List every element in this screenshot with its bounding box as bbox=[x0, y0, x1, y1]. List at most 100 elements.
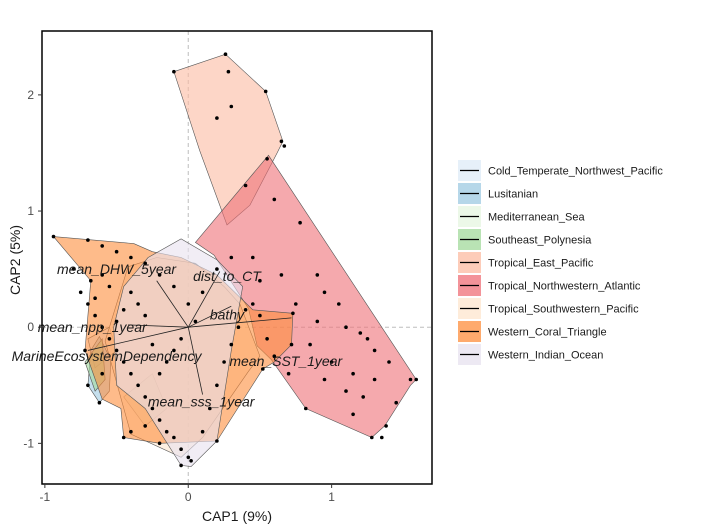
site-point bbox=[186, 455, 191, 460]
vector-label: MarineEcosystemDependency bbox=[12, 348, 203, 364]
site-point bbox=[200, 429, 205, 434]
vector-dist-to-ct bbox=[187, 271, 221, 328]
site-point bbox=[263, 89, 268, 94]
site-point bbox=[208, 406, 212, 411]
legend-item-western-indian-ocean: Western_Indian_Ocean bbox=[458, 344, 603, 365]
site-point bbox=[372, 377, 377, 382]
site-point bbox=[107, 284, 112, 289]
legend-label: Mediterranean_Sea bbox=[488, 212, 586, 224]
site-point bbox=[189, 459, 193, 463]
site-point bbox=[157, 441, 162, 446]
vector-label: mean_npp_1year bbox=[38, 319, 148, 335]
legend-label: Lusitanian bbox=[488, 189, 538, 201]
site-point bbox=[215, 116, 219, 120]
site-point bbox=[114, 319, 119, 324]
vector-label: bathy bbox=[210, 306, 245, 322]
site-point bbox=[157, 371, 162, 376]
site-point bbox=[172, 348, 176, 353]
vector-mean-sss-1year bbox=[187, 327, 203, 395]
site-point bbox=[200, 290, 205, 295]
site-point bbox=[172, 435, 176, 440]
site-point bbox=[86, 302, 90, 306]
site-point bbox=[100, 371, 104, 376]
site-point bbox=[93, 313, 97, 318]
site-point bbox=[179, 337, 183, 341]
vector-mean-npp-1year bbox=[128, 324, 189, 328]
site-point bbox=[304, 406, 308, 411]
site-point bbox=[114, 249, 119, 254]
site-point bbox=[143, 424, 147, 428]
site-point bbox=[370, 435, 374, 440]
site-point bbox=[129, 429, 133, 434]
site-point bbox=[329, 360, 334, 364]
site-point bbox=[243, 183, 248, 188]
site-point bbox=[279, 139, 284, 144]
site-point bbox=[186, 302, 191, 306]
site-point bbox=[215, 383, 219, 388]
site-point bbox=[143, 261, 147, 266]
site-point bbox=[322, 290, 327, 295]
y-tick-label: 0 bbox=[27, 320, 34, 334]
legend-item-mediterranean-sea: Mediterranean_Sea bbox=[458, 206, 586, 227]
site-point bbox=[344, 325, 348, 330]
site-point bbox=[282, 144, 287, 148]
site-point bbox=[78, 290, 83, 295]
site-point bbox=[100, 273, 104, 277]
site-point bbox=[164, 429, 169, 434]
legend-item-southeast-polynesia: Southeast_Polynesia bbox=[458, 229, 592, 250]
axes: -1 0 1 -1 0 1 2 bbox=[23, 30, 433, 504]
legend-item-tropical-east-pacific: Tropical_East_Pacific bbox=[458, 252, 594, 273]
site-point bbox=[358, 331, 363, 335]
site-point bbox=[223, 52, 228, 56]
site-point bbox=[298, 220, 302, 225]
site-point bbox=[93, 296, 97, 301]
legend-item-cold-temperate-northwest-pacific: Cold_Temperate_Northwest_Pacific bbox=[458, 160, 663, 181]
site-point bbox=[114, 348, 119, 353]
vector-bathy bbox=[188, 305, 232, 328]
y-tick-label: -1 bbox=[23, 436, 34, 450]
site-point bbox=[408, 377, 413, 382]
site-point bbox=[121, 435, 126, 440]
site-point bbox=[291, 311, 295, 316]
site-point bbox=[150, 342, 155, 347]
site-point bbox=[143, 395, 147, 399]
site-point bbox=[215, 439, 219, 443]
x-tick-label: -1 bbox=[40, 490, 51, 504]
site-point bbox=[179, 447, 183, 452]
site-point bbox=[315, 273, 320, 277]
site-point bbox=[83, 348, 87, 353]
site-point bbox=[308, 342, 312, 347]
site-point bbox=[136, 302, 140, 306]
legend-label: Southeast_Polynesia bbox=[488, 235, 592, 247]
legend-item-tropical-northwestern-atlantic: Tropical_Northwestern_Atlantic bbox=[458, 275, 641, 296]
site-point bbox=[251, 302, 255, 306]
site-point bbox=[265, 337, 269, 341]
legend-label: Cold_Temperate_Northwest_Pacific bbox=[488, 166, 663, 178]
x-tick-label: 0 bbox=[185, 490, 192, 504]
site-point bbox=[129, 290, 133, 295]
site-point bbox=[229, 342, 234, 347]
site-point bbox=[351, 371, 355, 376]
plot-border bbox=[41, 30, 433, 485]
site-point bbox=[384, 424, 388, 428]
site-point bbox=[86, 238, 90, 242]
site-point bbox=[172, 69, 176, 74]
site-point bbox=[286, 371, 291, 376]
site-point bbox=[172, 284, 176, 289]
site-point bbox=[387, 360, 391, 364]
vector-label: mean_SST_1year bbox=[229, 353, 343, 369]
site-point bbox=[193, 319, 198, 324]
site-point bbox=[272, 197, 277, 202]
site-point bbox=[344, 389, 348, 393]
site-point bbox=[107, 337, 112, 341]
site-point bbox=[380, 435, 384, 440]
site-point bbox=[229, 255, 234, 260]
hull-tropical-northwestern-atlantic bbox=[194, 154, 417, 438]
site-point bbox=[322, 377, 327, 382]
site-point bbox=[89, 278, 93, 283]
site-point bbox=[100, 244, 104, 248]
site-point bbox=[337, 302, 341, 306]
site-point bbox=[143, 313, 147, 318]
